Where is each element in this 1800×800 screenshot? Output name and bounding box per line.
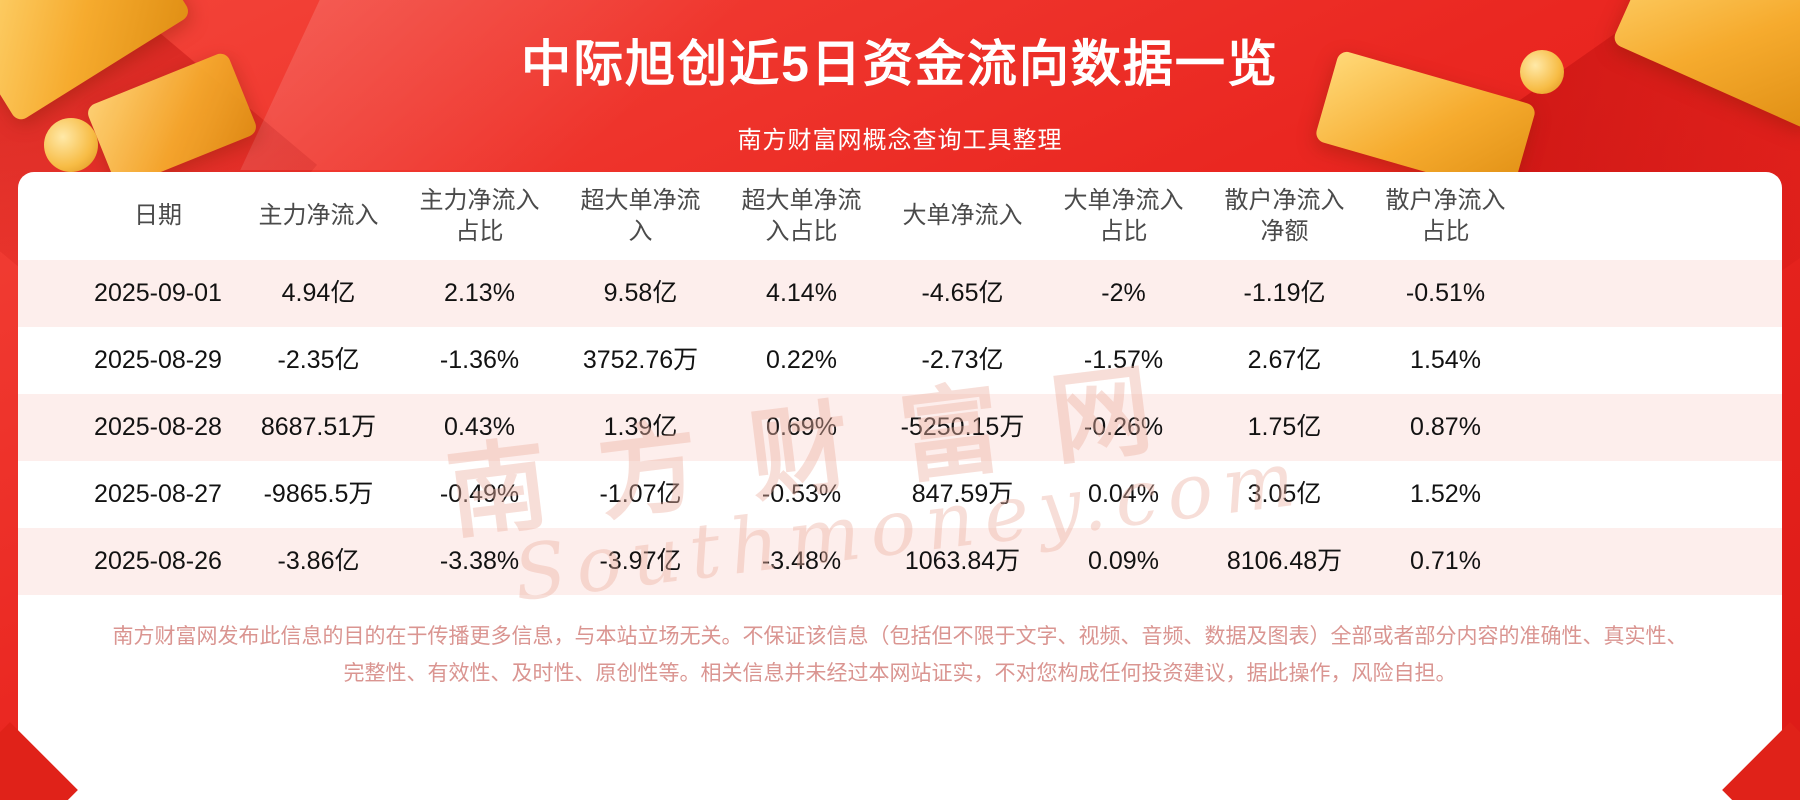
table-cell: -0.49%: [439, 480, 520, 509]
table-cell: -0.53%: [761, 480, 842, 509]
table-cell: -2.35亿: [277, 346, 360, 375]
column-header: 大单净流入占比: [1063, 186, 1184, 245]
table-cell: -3.48%: [761, 547, 842, 576]
table-cell: 0.04%: [1088, 480, 1159, 509]
table-cell: 847.59万: [911, 480, 1014, 509]
fund-flow-table: 2025-09-01 4.94亿 2.13% 9.58亿 4.14% -4.65亿 -2% -…: [18, 260, 1782, 595]
table-cell: -5250.15万: [900, 413, 1025, 442]
date-cell: 2025-08-27: [94, 480, 222, 509]
table-cell: 9.58亿: [603, 279, 678, 308]
table-cell: 4.14%: [766, 279, 837, 308]
table-cell: -3.38%: [439, 547, 520, 576]
table-row: 2025-08-29 -2.35亿 -1.36% 3752.76万 0.22% -2.73…: [18, 327, 1782, 394]
table-cell: 0.09%: [1088, 547, 1159, 576]
table-cell: -1.36%: [439, 346, 520, 375]
page-title: 中际旭创近5日资金流向数据一览: [521, 36, 1279, 92]
table-cell: 8687.51万: [260, 413, 377, 442]
table-cell: 1.75亿: [1247, 413, 1322, 442]
column-header: 日期: [134, 202, 182, 230]
table-cell: 2.13%: [444, 279, 515, 308]
table-cell: -0.51%: [1405, 279, 1486, 308]
table-cell: 4.94亿: [281, 279, 356, 308]
column-header: 超大单净流入占比: [741, 186, 862, 245]
date-cell: 2025-08-26: [94, 547, 222, 576]
table-row: 2025-09-01 4.94亿 2.13% 9.58亿 4.14% -4.65亿 -2% -…: [18, 260, 1782, 327]
date-cell: 2025-08-29: [94, 346, 222, 375]
table-cell: 1063.84万: [904, 547, 1021, 576]
table-cell: -1.19亿: [1243, 279, 1326, 308]
data-card: 日期 主力净流入 主力净流入占比 超大单净流入 超大单净流入占比 大单净流入 大单净流入占比…: [18, 172, 1782, 800]
table-cell: -2%: [1101, 279, 1146, 308]
disclaimer-line-1: 南方财富网发布此信息的目的在于传播更多信息，与本站立场无关。不保证该信息（包括但…: [112, 625, 1688, 648]
table-cell: -9865.5万: [263, 480, 374, 509]
table-row: 2025-08-27 -9865.5万 -0.49% -1.07亿 -0.53% 847.…: [18, 461, 1782, 528]
table-cell: 1.52%: [1410, 480, 1481, 509]
table-cell: -4.65亿: [921, 279, 1004, 308]
table-cell: 0.69%: [766, 413, 837, 442]
table-cell: 0.71%: [1410, 547, 1481, 576]
table-cell: 1.39亿: [603, 413, 678, 442]
column-header: 超大单净流入: [580, 186, 701, 245]
date-cell: 2025-09-01: [94, 279, 222, 308]
page-subtitle: 南方财富网概念查询工具整理: [737, 127, 1063, 154]
column-header: 主力净流入占比: [419, 186, 540, 245]
table-row: 2025-08-26 -3.86亿 -3.38% -3.97亿 -3.48% 1063.8…: [18, 528, 1782, 595]
table-cell: -2.73亿: [921, 346, 1004, 375]
disclaimer: 南方财富网发布此信息的目的在于传播更多信息，与本站立场无关。不保证该信息（包括但…: [18, 619, 1782, 693]
table-cell: 3752.76万: [582, 346, 699, 375]
column-header: 大单净流入: [902, 202, 1023, 230]
column-header: 散户净流入占比: [1385, 186, 1506, 245]
table-cell: 0.43%: [444, 413, 515, 442]
date-cell: 2025-08-28: [94, 413, 222, 442]
hero-banner: 中际旭创近5日资金流向数据一览 南方财富网概念查询工具整理: [0, 0, 1800, 172]
table-cell: -3.97亿: [599, 547, 682, 576]
column-header: 散户净流入净额: [1224, 186, 1345, 245]
disclaimer-line-2: 完整性、有效性、及时性、原创性等。相关信息并未经过本网站证实，不对您构成任何投资…: [343, 661, 1457, 685]
table-cell: 0.22%: [766, 346, 837, 375]
table-cell: -1.57%: [1083, 346, 1164, 375]
table-cell: -1.07亿: [599, 480, 682, 509]
table-cell: -3.86亿: [277, 547, 360, 576]
table-row: 2025-08-28 8687.51万 0.43% 1.39亿 0.69% -5250.1…: [18, 394, 1782, 461]
table-cell: 1.54%: [1410, 346, 1481, 375]
table-cell: 8106.48万: [1226, 547, 1343, 576]
table-cell: 2.67亿: [1247, 346, 1322, 375]
table-header-row: 日期 主力净流入 主力净流入占比 超大单净流入 超大单净流入占比 大单净流入 大单净流入占比…: [18, 172, 1782, 260]
column-header: 主力净流入: [258, 202, 379, 230]
table-cell: 3.05亿: [1247, 480, 1322, 509]
table-cell: -0.26%: [1083, 413, 1164, 442]
table-cell: 0.87%: [1410, 413, 1481, 442]
